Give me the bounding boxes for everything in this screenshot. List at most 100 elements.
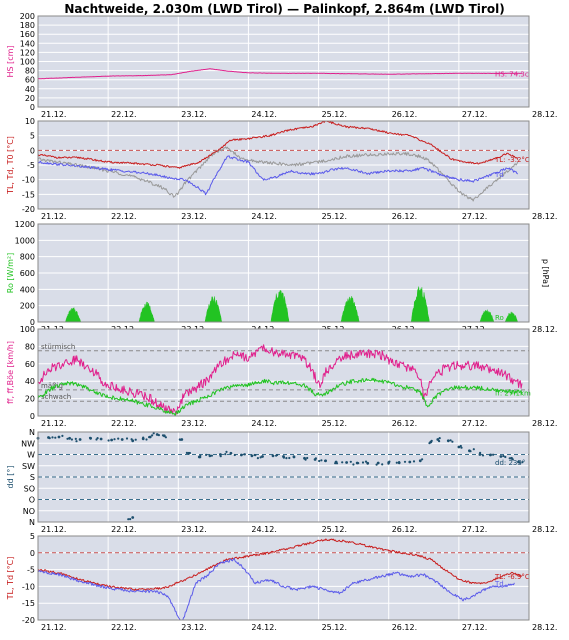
x-tick-label: 25.12.	[322, 623, 347, 632]
y-tick-label: N	[29, 428, 35, 437]
reference-line-label: stürmisch	[41, 343, 75, 351]
wind-direction-point	[398, 461, 401, 464]
x-tick-label: 21.12.	[41, 623, 66, 632]
series-end-label: TL: -6.9°C	[494, 573, 530, 581]
wind-direction-point	[224, 453, 227, 456]
plot-background	[38, 536, 529, 620]
chart-panel-tl-td: TL: -6.9°CTd -20 -15 -10 -5 0 5 21.12. 22.12. 23.…	[6, 532, 557, 632]
series-end-label: TL: -3.2°C	[494, 156, 530, 164]
radiation-burst	[410, 286, 430, 323]
radiation-burst	[504, 311, 519, 323]
plot-frame	[37, 328, 530, 417]
wind-direction-point	[395, 461, 398, 464]
wind-direction-point	[285, 457, 288, 460]
x-tick-label: 25.12.	[322, 110, 347, 119]
radiation-burst	[204, 296, 223, 323]
wind-direction-point	[352, 463, 355, 466]
x-tick-label: 24.12.	[251, 525, 276, 534]
y-tick-label: 20	[25, 395, 35, 404]
y-tick-label: NO	[23, 507, 35, 516]
wind-direction-point	[271, 454, 275, 458]
wind-direction-point	[120, 438, 124, 441]
y-tick-label: 100	[20, 58, 35, 67]
wind-direction-point	[78, 438, 82, 441]
wind-direction-point	[334, 462, 337, 465]
wind-direction-point	[161, 434, 165, 437]
wind-direction-point	[288, 456, 291, 460]
y-tick-label: 1000	[15, 236, 35, 245]
wind-direction-point	[208, 454, 212, 458]
wind-direction-point	[451, 440, 454, 443]
wind-direction-point	[387, 462, 390, 465]
y-tick-label: 400	[20, 285, 35, 294]
wind-direction-point	[250, 454, 254, 458]
wind-direction-point	[229, 451, 233, 455]
y-tick-label: 60	[25, 76, 35, 85]
reference-line-label: mäßig	[41, 382, 63, 390]
y-tick-label: 0	[30, 318, 35, 327]
x-tick-label: 21.12.	[41, 110, 66, 119]
y-tick-label: SW	[22, 462, 35, 471]
x-tick-label: 23.12.	[181, 110, 206, 119]
y-tick-label: -15	[22, 190, 35, 199]
plot-frame	[37, 223, 530, 323]
wind-direction-point	[179, 438, 182, 441]
y-tick-label: -10	[22, 176, 35, 185]
y-tick-label: NW	[21, 439, 35, 448]
series-line-tl	[37, 120, 519, 169]
y-axis-label: TL, Td, T0 [°C]	[6, 136, 15, 195]
wind-direction-point	[381, 463, 384, 466]
wind-direction-point	[148, 436, 151, 439]
x-tick-label: 22.12.	[111, 419, 136, 428]
y-tick-label: 0	[30, 412, 35, 421]
wind-direction-point	[345, 461, 348, 464]
y-tick-label: 40	[25, 85, 35, 94]
x-tick-label: 26.12.	[392, 623, 417, 632]
wind-direction-point	[388, 460, 391, 463]
y-tick-label: 1200	[15, 220, 35, 229]
radiation-burst	[270, 290, 290, 323]
x-tick-label: 23.12.	[181, 212, 206, 221]
series-line-td	[37, 558, 515, 621]
wind-direction-point	[306, 456, 309, 460]
y-tick-label: -5	[27, 161, 35, 170]
y-tick-label: -15	[22, 599, 35, 608]
wind-direction-point	[403, 460, 407, 463]
wind-direction-point	[51, 436, 54, 439]
wind-direction-point	[276, 453, 279, 457]
wind-direction-point	[210, 454, 213, 457]
x-tick-label: 22.12.	[111, 525, 136, 534]
wind-direction-point	[449, 439, 452, 442]
wind-direction-point	[341, 461, 344, 464]
chart-panel-ffboe-ff: stürmisch mäßig schwach ff: 27.1km 0 20 40 60 80…	[6, 325, 557, 428]
x-tick-label: 27.12.	[462, 419, 487, 428]
wind-direction-point	[349, 460, 352, 463]
y-tick-label: 80	[25, 342, 35, 351]
y-tick-label: 5	[30, 132, 35, 141]
wind-direction-point	[479, 451, 482, 454]
wind-direction-point	[131, 516, 135, 519]
wind-direction-point	[253, 453, 256, 457]
y-tick-label: 200	[20, 302, 35, 311]
wind-direction-point	[256, 457, 259, 460]
y-tick-label: W	[27, 451, 35, 460]
y-tick-label: -10	[22, 582, 35, 591]
x-tick-label: 24.12.	[251, 623, 276, 632]
y-axis-label: dd [°]	[6, 466, 15, 489]
wind-direction-point	[438, 437, 441, 440]
x-tick-label: 23.12.	[181, 419, 206, 428]
series-line-ffboe	[37, 344, 523, 415]
y-axis-label-right: p [hPa]	[541, 259, 550, 287]
wind-direction-point	[233, 453, 236, 457]
y-tick-label: 100	[20, 325, 35, 334]
wind-direction-point	[113, 438, 116, 441]
wind-direction-point	[460, 446, 463, 449]
wind-direction-point	[205, 453, 208, 456]
wind-direction-point	[107, 439, 110, 442]
series-end-label: ff: 27.1km	[495, 390, 531, 398]
y-tick-label: 40	[25, 377, 35, 386]
wind-direction-point	[408, 460, 412, 464]
wind-direction-point	[457, 445, 461, 449]
x-tick-label: 25.12.	[322, 419, 347, 428]
wind-direction-point	[145, 438, 148, 441]
